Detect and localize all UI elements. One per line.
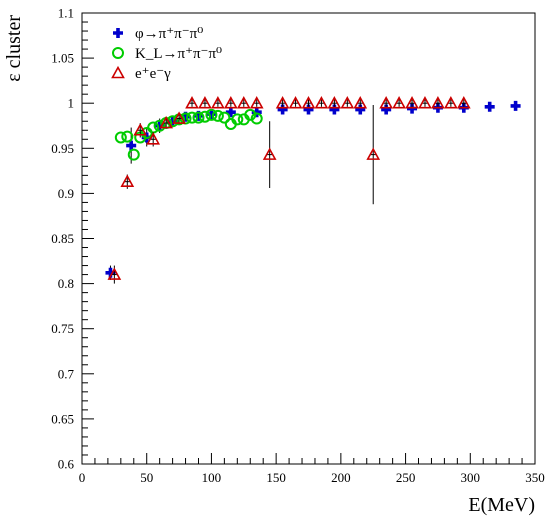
y-tick-label: 1.1	[58, 6, 74, 21]
x-tick-label: 250	[396, 470, 416, 485]
data-point	[288, 96, 303, 109]
series-triangle	[107, 96, 471, 284]
data-point	[250, 112, 263, 125]
data-point	[251, 107, 262, 118]
x-tick-label: 350	[525, 470, 545, 485]
data-point	[146, 132, 161, 145]
data-point	[510, 100, 521, 111]
ticks-layer: 0 50 100 150 200 250 300 350 0.6 0.65 0.7 0.75 0.8 0.…	[51, 6, 545, 486]
data-point	[366, 147, 381, 160]
y-tick-label: 0.8	[58, 276, 74, 291]
data-point	[105, 267, 116, 278]
y-tick-label: 0.65	[51, 411, 74, 426]
data-point	[120, 174, 135, 187]
data-point	[277, 104, 288, 115]
data-point	[185, 96, 199, 109]
legend-label: K_L→π⁺π⁻π⁰	[135, 46, 222, 62]
data-point	[327, 96, 342, 109]
y-tick-label: 0.95	[51, 141, 74, 156]
data-point	[121, 130, 134, 143]
data-point	[147, 121, 160, 134]
data-point	[153, 119, 166, 132]
data-point	[167, 116, 178, 127]
y-tick-label: 0.85	[51, 231, 74, 246]
x-tick-label: 100	[202, 470, 222, 485]
data-point	[211, 109, 224, 122]
data-point	[133, 123, 148, 136]
y-tick-label: 1	[68, 96, 75, 111]
y-tick-label: 1.05	[51, 51, 74, 66]
data-point	[379, 96, 394, 109]
y-tick-label: 0.6	[58, 457, 75, 472]
data-point	[159, 115, 173, 129]
legend-label: e⁺e⁻γ	[135, 66, 171, 82]
data-point	[405, 96, 419, 109]
data-point	[381, 104, 392, 115]
data-point	[198, 96, 212, 109]
data-point	[211, 96, 225, 109]
data-point	[329, 104, 340, 115]
data-point	[431, 96, 445, 109]
data-point	[198, 110, 211, 123]
data-point	[484, 101, 495, 112]
data-point	[186, 111, 199, 124]
data-point	[355, 104, 366, 115]
data-point	[193, 110, 204, 121]
data-point	[392, 96, 406, 109]
data-point	[303, 104, 314, 115]
data-point	[127, 148, 140, 161]
data-point	[206, 109, 217, 120]
data-point	[205, 108, 218, 121]
data-point	[192, 111, 205, 124]
data-point	[301, 96, 316, 109]
data-point	[126, 140, 137, 151]
data-point	[225, 107, 236, 118]
y-tick-label: 0.7	[58, 366, 75, 381]
x-tick-label: 150	[266, 470, 286, 485]
y-tick-label: 0.9	[58, 186, 74, 201]
data-point	[418, 96, 432, 109]
data-point	[444, 96, 458, 109]
data-point	[236, 96, 251, 109]
data-point	[456, 96, 471, 109]
data-point	[154, 120, 165, 131]
data-point	[114, 131, 127, 144]
data-point	[180, 111, 191, 122]
data-point	[262, 147, 277, 160]
data-point	[107, 267, 122, 280]
x-tick-label: 50	[140, 470, 153, 485]
legend-label: φ→π⁺π⁻π⁰	[135, 26, 203, 42]
legend-marker	[111, 65, 125, 79]
data-point	[218, 111, 231, 124]
x-tick-label: 0	[79, 470, 86, 485]
data-point	[231, 113, 244, 126]
data-point	[407, 103, 418, 114]
y-tick-label: 0.75	[51, 321, 74, 336]
x-tick-label: 200	[331, 470, 351, 485]
data-point	[340, 96, 355, 109]
x-axis-label: E(MeV)	[468, 494, 535, 516]
data-point	[249, 96, 264, 109]
legend-marker	[112, 47, 124, 59]
data-point	[275, 96, 290, 109]
data-point	[223, 96, 238, 109]
data-point	[172, 111, 186, 124]
legend: φ→π⁺π⁻π⁰ K_L→π⁺π⁻π⁰ e⁺e⁻γ	[111, 26, 222, 82]
legend-marker	[113, 28, 123, 38]
series-layer	[105, 96, 521, 284]
data-point	[314, 96, 329, 109]
x-tick-label: 300	[461, 470, 481, 485]
y-axis-label: ε cluster	[3, 15, 25, 82]
data-point	[244, 108, 257, 121]
data-point	[353, 96, 368, 109]
